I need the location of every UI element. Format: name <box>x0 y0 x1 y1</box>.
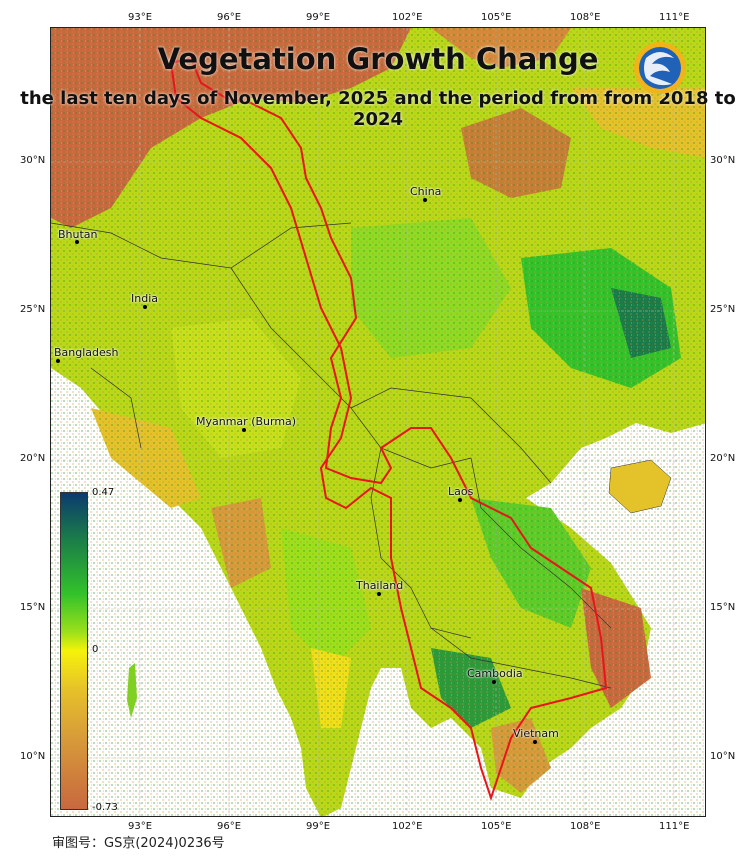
lon-tick-bottom: 96°E <box>217 821 242 832</box>
place-marker <box>377 592 381 596</box>
lon-tick-top: 99°E <box>306 12 331 23</box>
lon-tick-bottom: 99°E <box>306 821 331 832</box>
basin-boundary <box>169 56 608 802</box>
place-marker <box>143 305 147 309</box>
map-canvas[interactable] <box>51 28 706 817</box>
country-borders <box>51 222 612 689</box>
colorbar-max-label: 0.47 <box>92 487 115 498</box>
graticule <box>51 28 705 816</box>
place-marker <box>75 240 79 244</box>
lon-tick-top: 96°E <box>217 12 242 23</box>
lon-tick-bottom: 111°E <box>659 821 690 832</box>
lon-tick-bottom: 93°E <box>128 821 153 832</box>
place-label-bhutan[interactable]: Bhutan <box>58 228 98 241</box>
place-label-china[interactable]: China <box>410 185 442 198</box>
place-marker <box>242 428 246 432</box>
place-label-india[interactable]: India <box>131 292 158 305</box>
place-label-cambodia[interactable]: Cambodia <box>467 667 523 680</box>
map-approval-number: 审图号：GS京(2024)0236号 <box>52 836 225 851</box>
lat-tick-left: 10°N <box>20 751 46 762</box>
lon-tick-top: 102°E <box>392 12 423 23</box>
lon-tick-bottom: 105°E <box>481 821 512 832</box>
place-marker <box>423 198 427 202</box>
lat-tick-left: 15°N <box>20 602 46 613</box>
lat-tick-right: 10°N <box>710 751 736 762</box>
colorbar-legend <box>60 492 88 810</box>
place-label-bangladesh[interactable]: Bangladesh <box>54 346 119 359</box>
lon-tick-top: 105°E <box>481 12 512 23</box>
colorbar-min-label: -0.73 <box>92 802 118 813</box>
lon-tick-bottom: 108°E <box>570 821 601 832</box>
place-label-thailand[interactable]: Thailand <box>356 579 404 592</box>
place-label-myanmar[interactable]: Myanmar (Burma) <box>196 415 297 428</box>
lon-tick-bottom: 102°E <box>392 821 423 832</box>
lat-tick-left: 20°N <box>20 453 46 464</box>
place-marker <box>56 359 60 363</box>
place-label-laos[interactable]: Laos <box>448 485 474 498</box>
map-title: Vegetation Growth Change <box>157 42 599 76</box>
place-marker <box>533 740 537 744</box>
place-label-vietnam[interactable]: Vietnam <box>513 727 559 740</box>
place-marker <box>458 498 462 502</box>
place-marker <box>492 680 496 684</box>
dragon-logo-icon <box>634 42 686 94</box>
lat-tick-right: 15°N <box>710 602 736 613</box>
lat-tick-right: 25°N <box>710 304 736 315</box>
colorbar-mid-label: 0 <box>92 644 99 655</box>
map-subtitle: the last ten days of November, 2025 and … <box>20 88 736 130</box>
lon-tick-top: 108°E <box>570 12 601 23</box>
lat-tick-left: 30°N <box>20 155 46 166</box>
lat-tick-right: 20°N <box>710 453 736 464</box>
lon-tick-top: 111°E <box>659 12 690 23</box>
lat-tick-right: 30°N <box>710 155 736 166</box>
lon-tick-top: 93°E <box>128 12 153 23</box>
map-frame <box>50 27 706 817</box>
lat-tick-left: 25°N <box>20 304 46 315</box>
